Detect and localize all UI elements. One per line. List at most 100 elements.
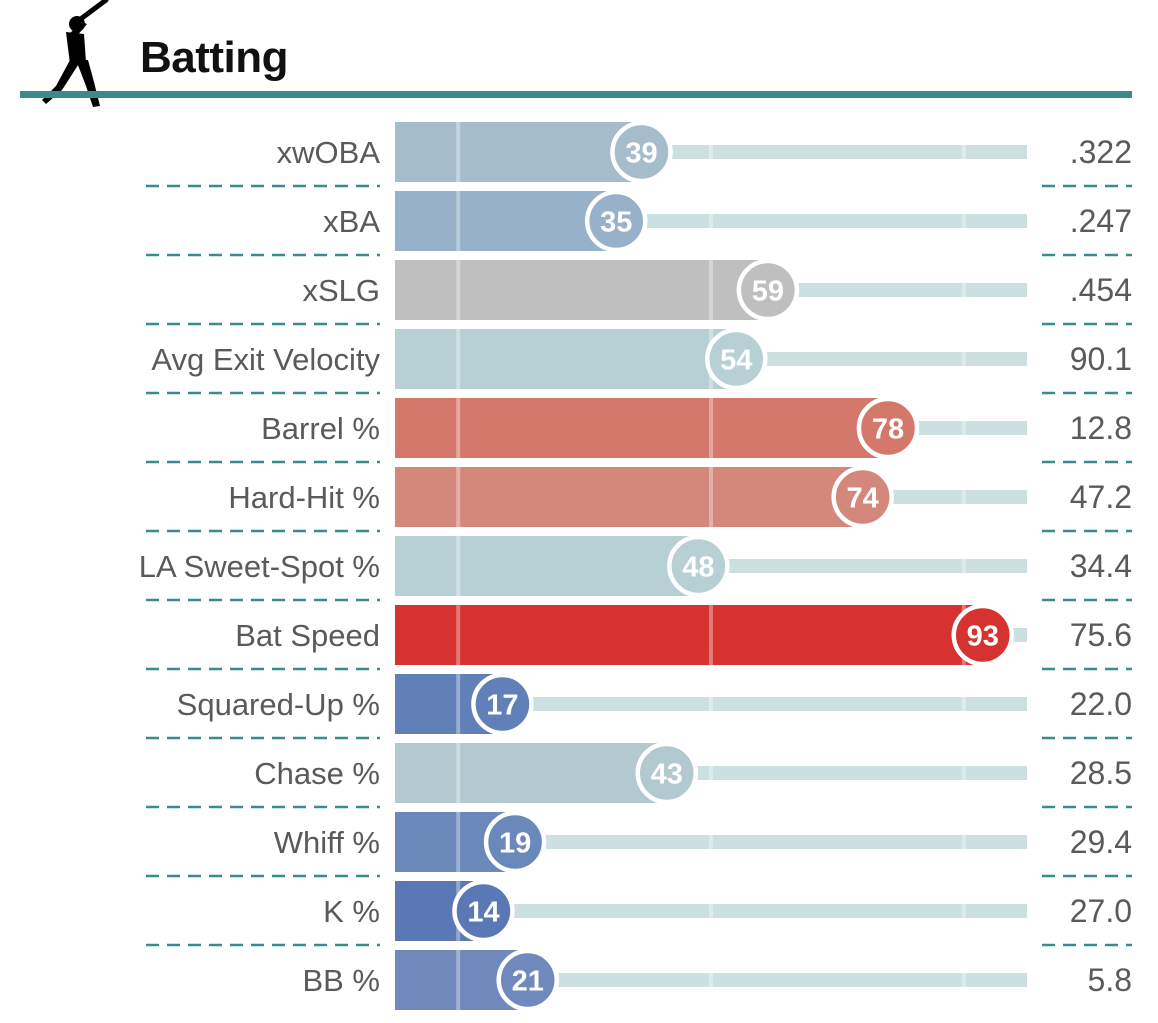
bar-track xyxy=(395,697,1027,711)
stat-value: 22.0 xyxy=(1070,686,1132,722)
gridline xyxy=(709,605,713,665)
gridline xyxy=(709,191,713,251)
percentile-label: 54 xyxy=(720,345,752,377)
percentile-label: 59 xyxy=(752,276,784,308)
category-label: Avg Exit Velocity xyxy=(151,342,380,377)
stat-value: 5.8 xyxy=(1088,962,1132,998)
bar-row: K % 27.0 14 xyxy=(323,879,1132,943)
stat-value: 12.8 xyxy=(1070,410,1132,446)
percentile-bar xyxy=(395,398,888,458)
gridline xyxy=(709,950,713,1010)
percentile-bubble xyxy=(667,534,730,598)
stat-value: .454 xyxy=(1070,272,1132,308)
percentile-bubble xyxy=(736,258,800,322)
gridline xyxy=(961,536,966,596)
category-label: BB % xyxy=(302,963,380,998)
percentile-bubble xyxy=(635,741,699,805)
category-label: Barrel % xyxy=(261,411,380,446)
percentile-label: 19 xyxy=(499,828,531,860)
gridline xyxy=(961,467,966,527)
gridline xyxy=(961,674,966,734)
percentile-bar xyxy=(395,260,768,320)
bar-row: Whiff % 29.4 19 xyxy=(274,810,1132,874)
bar-row: LA Sweet-Spot % 34.4 48 xyxy=(139,534,1132,598)
percentile-bar xyxy=(395,329,737,389)
gridline xyxy=(456,467,461,527)
percentile-label: 21 xyxy=(512,966,544,998)
percentile-bubble xyxy=(584,189,648,253)
percentile-bubble xyxy=(452,879,515,943)
gridline xyxy=(709,674,713,734)
stat-value: 47.2 xyxy=(1070,479,1132,515)
percentile-label: 48 xyxy=(682,552,714,584)
stat-value: 29.4 xyxy=(1070,824,1132,860)
gridline xyxy=(456,122,461,182)
percentile-bar xyxy=(395,191,617,251)
percentile-bubble xyxy=(856,396,920,460)
stat-value: 34.4 xyxy=(1070,548,1132,584)
gridline xyxy=(709,467,713,527)
percentile-label: 74 xyxy=(847,483,879,515)
category-label: Bat Speed xyxy=(235,618,380,653)
gridline xyxy=(961,398,966,458)
gridline xyxy=(961,812,966,872)
bar-row: xwOBA .322 39 xyxy=(277,120,1132,184)
category-label: Whiff % xyxy=(274,825,380,860)
category-label: Chase % xyxy=(254,756,380,791)
header-divider xyxy=(20,91,1132,98)
category-label: xSLG xyxy=(302,273,380,308)
gridline xyxy=(961,743,966,803)
percentile-bar xyxy=(395,122,642,182)
stat-value: 75.6 xyxy=(1070,617,1132,653)
gridline xyxy=(961,260,966,320)
category-label: xBA xyxy=(323,204,380,239)
gridline xyxy=(709,398,713,458)
gridline xyxy=(961,191,966,251)
percentile-label: 35 xyxy=(600,207,632,239)
gridline xyxy=(456,191,461,251)
percentile-bar xyxy=(395,467,863,527)
chart-title: Batting xyxy=(140,33,289,82)
percentile-bar xyxy=(395,605,983,665)
bar-row: Barrel % 12.8 78 xyxy=(261,396,1132,460)
gridline xyxy=(456,329,461,389)
gridline xyxy=(456,536,461,596)
gridline xyxy=(709,122,713,182)
bar-row: xSLG .454 59 xyxy=(302,258,1132,322)
category-label: LA Sweet-Spot % xyxy=(139,549,380,584)
category-label: K % xyxy=(323,894,380,929)
gridline xyxy=(456,674,461,734)
bar-track xyxy=(395,904,1027,918)
bar-row: xBA .247 35 xyxy=(323,189,1132,253)
percentile-bubble xyxy=(705,327,768,391)
gridline xyxy=(961,881,966,941)
percentile-label: 43 xyxy=(651,759,683,791)
gridline xyxy=(456,950,461,1010)
gridline xyxy=(961,122,966,182)
category-label: xwOBA xyxy=(277,135,381,170)
gridline xyxy=(709,260,713,320)
stat-value: 28.5 xyxy=(1070,755,1132,791)
bar-track xyxy=(395,835,1027,849)
gridline xyxy=(709,743,713,803)
percentile-label: 78 xyxy=(872,414,904,446)
percentile-bubble xyxy=(483,810,547,874)
percentile-bubble xyxy=(496,948,559,1012)
percentile-label: 93 xyxy=(967,621,999,653)
gridline xyxy=(961,329,966,389)
percentile-bar xyxy=(395,536,699,596)
gridline xyxy=(456,605,461,665)
chart-header: Batting xyxy=(0,0,1158,110)
stat-value: 90.1 xyxy=(1070,341,1132,377)
percentile-label: 17 xyxy=(486,690,518,722)
category-label: Squared-Up % xyxy=(177,687,380,722)
category-label: Hard-Hit % xyxy=(228,480,380,515)
percentile-label: 14 xyxy=(467,897,499,929)
percentile-bar xyxy=(395,743,667,803)
stat-value: 27.0 xyxy=(1070,893,1132,929)
percentile-label: 39 xyxy=(625,138,657,170)
bar-row: Squared-Up % 22.0 17 xyxy=(177,672,1132,736)
gridline xyxy=(456,260,461,320)
percentile-bubble xyxy=(610,120,673,184)
